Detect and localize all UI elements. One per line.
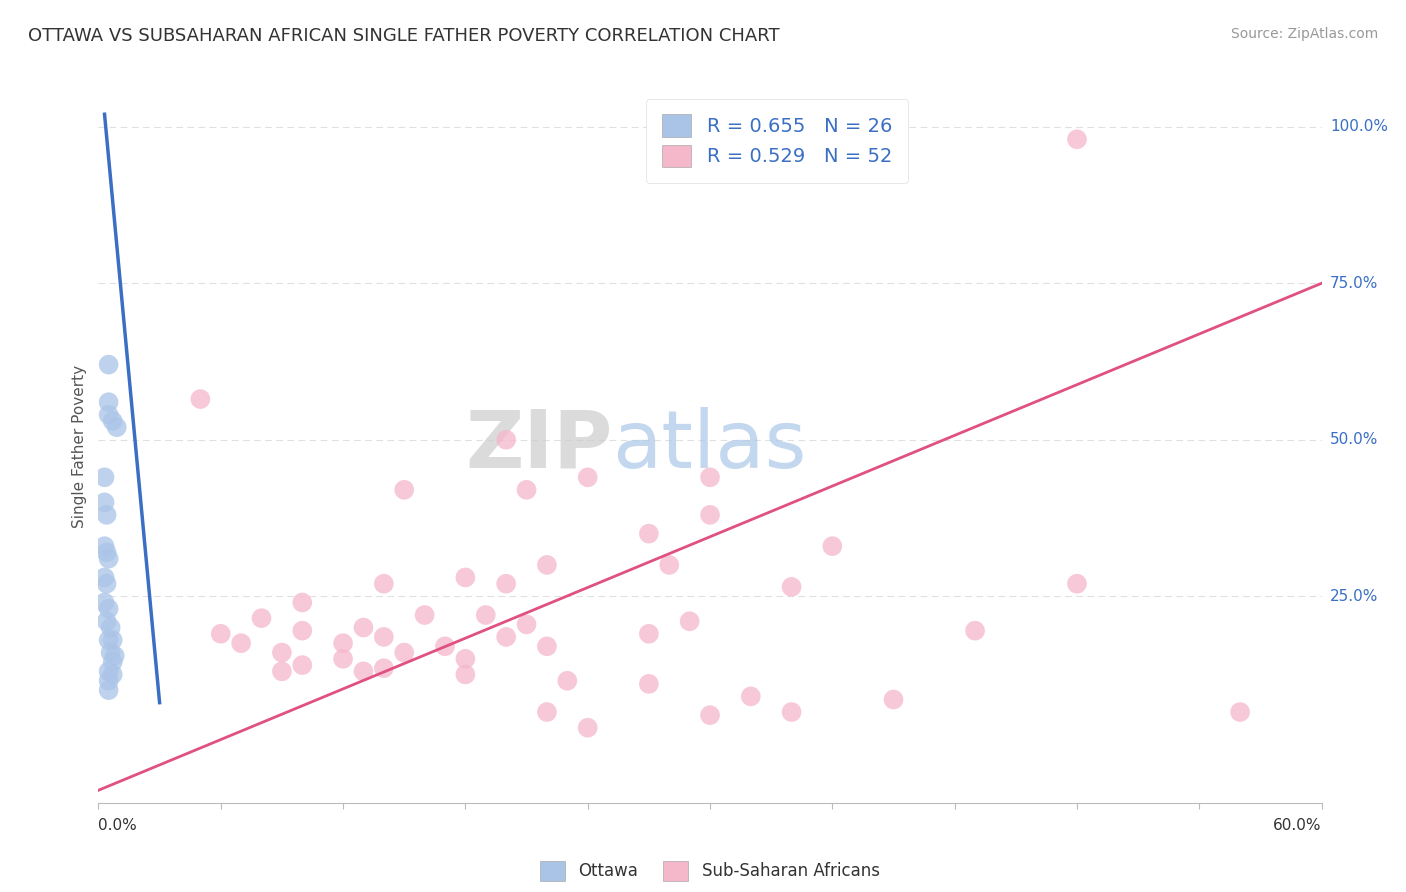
Point: [699, 470, 721, 484]
Point: [536, 640, 558, 654]
Point: [104, 648, 127, 663]
Point: [1066, 576, 1088, 591]
Point: [965, 624, 987, 638]
Point: [516, 483, 538, 497]
Point: [373, 630, 395, 644]
Point: [231, 636, 253, 650]
Point: [93, 570, 115, 584]
Point: [352, 665, 374, 679]
Point: [555, 673, 579, 688]
Point: [97, 673, 120, 688]
Point: [516, 617, 538, 632]
Point: [413, 607, 436, 622]
Text: 25.0%: 25.0%: [1330, 589, 1378, 604]
Point: [96, 545, 118, 559]
Point: [291, 658, 314, 673]
Text: Source: ZipAtlas.com: Source: ZipAtlas.com: [1230, 27, 1378, 41]
Point: [637, 526, 661, 541]
Point: [97, 683, 120, 698]
Point: [270, 665, 294, 679]
Point: [97, 395, 120, 409]
Text: 75.0%: 75.0%: [1330, 276, 1378, 291]
Point: [576, 470, 599, 484]
Point: [100, 621, 122, 635]
Point: [291, 595, 314, 609]
Point: [740, 690, 762, 704]
Point: [93, 539, 115, 553]
Text: 0.0%: 0.0%: [98, 819, 138, 833]
Point: [352, 621, 374, 635]
Point: [250, 611, 273, 625]
Point: [679, 614, 702, 628]
Point: [97, 408, 120, 422]
Point: [454, 667, 477, 681]
Point: [96, 508, 118, 522]
Point: [96, 576, 118, 591]
Text: ZIP: ZIP: [465, 407, 612, 485]
Point: [97, 551, 120, 566]
Point: [100, 646, 122, 660]
Point: [454, 570, 477, 584]
Point: [96, 614, 118, 628]
Point: [658, 558, 681, 572]
Point: [1066, 132, 1088, 146]
Point: [105, 420, 128, 434]
Point: [883, 692, 905, 706]
Text: 60.0%: 60.0%: [1274, 819, 1322, 833]
Point: [658, 120, 681, 134]
Point: [101, 655, 124, 669]
Point: [434, 640, 457, 654]
Point: [209, 627, 232, 641]
Point: [270, 646, 294, 660]
Point: [699, 508, 721, 522]
Point: [101, 633, 124, 648]
Text: atlas: atlas: [612, 407, 807, 485]
Point: [780, 705, 803, 719]
Point: [392, 646, 416, 660]
Point: [1229, 705, 1251, 719]
Point: [699, 708, 721, 723]
Point: [188, 392, 212, 406]
Point: [780, 580, 803, 594]
Y-axis label: Single Father Poverty: Single Father Poverty: [72, 365, 87, 527]
Text: 100.0%: 100.0%: [1330, 120, 1388, 135]
Point: [332, 636, 354, 650]
Point: [101, 667, 124, 681]
Point: [97, 358, 120, 372]
Point: [291, 624, 314, 638]
Point: [101, 414, 124, 428]
Point: [97, 601, 120, 615]
Point: [536, 558, 558, 572]
Point: [821, 539, 844, 553]
Point: [97, 633, 120, 648]
Text: 50.0%: 50.0%: [1330, 433, 1378, 447]
Point: [392, 483, 416, 497]
Legend: Ottawa, Sub-Saharan Africans: Ottawa, Sub-Saharan Africans: [534, 855, 886, 888]
Point: [332, 652, 354, 666]
Point: [495, 630, 517, 644]
Text: OTTAWA VS SUBSAHARAN AFRICAN SINGLE FATHER POVERTY CORRELATION CHART: OTTAWA VS SUBSAHARAN AFRICAN SINGLE FATH…: [28, 27, 780, 45]
Point: [495, 576, 517, 591]
Point: [97, 665, 120, 679]
Point: [373, 576, 395, 591]
Point: [637, 677, 661, 691]
Point: [637, 627, 661, 641]
Point: [93, 470, 115, 484]
Point: [373, 661, 395, 675]
Point: [495, 433, 517, 447]
Point: [93, 495, 115, 509]
Point: [474, 607, 498, 622]
Point: [454, 652, 477, 666]
Point: [93, 595, 115, 609]
Point: [576, 721, 599, 735]
Point: [536, 705, 558, 719]
